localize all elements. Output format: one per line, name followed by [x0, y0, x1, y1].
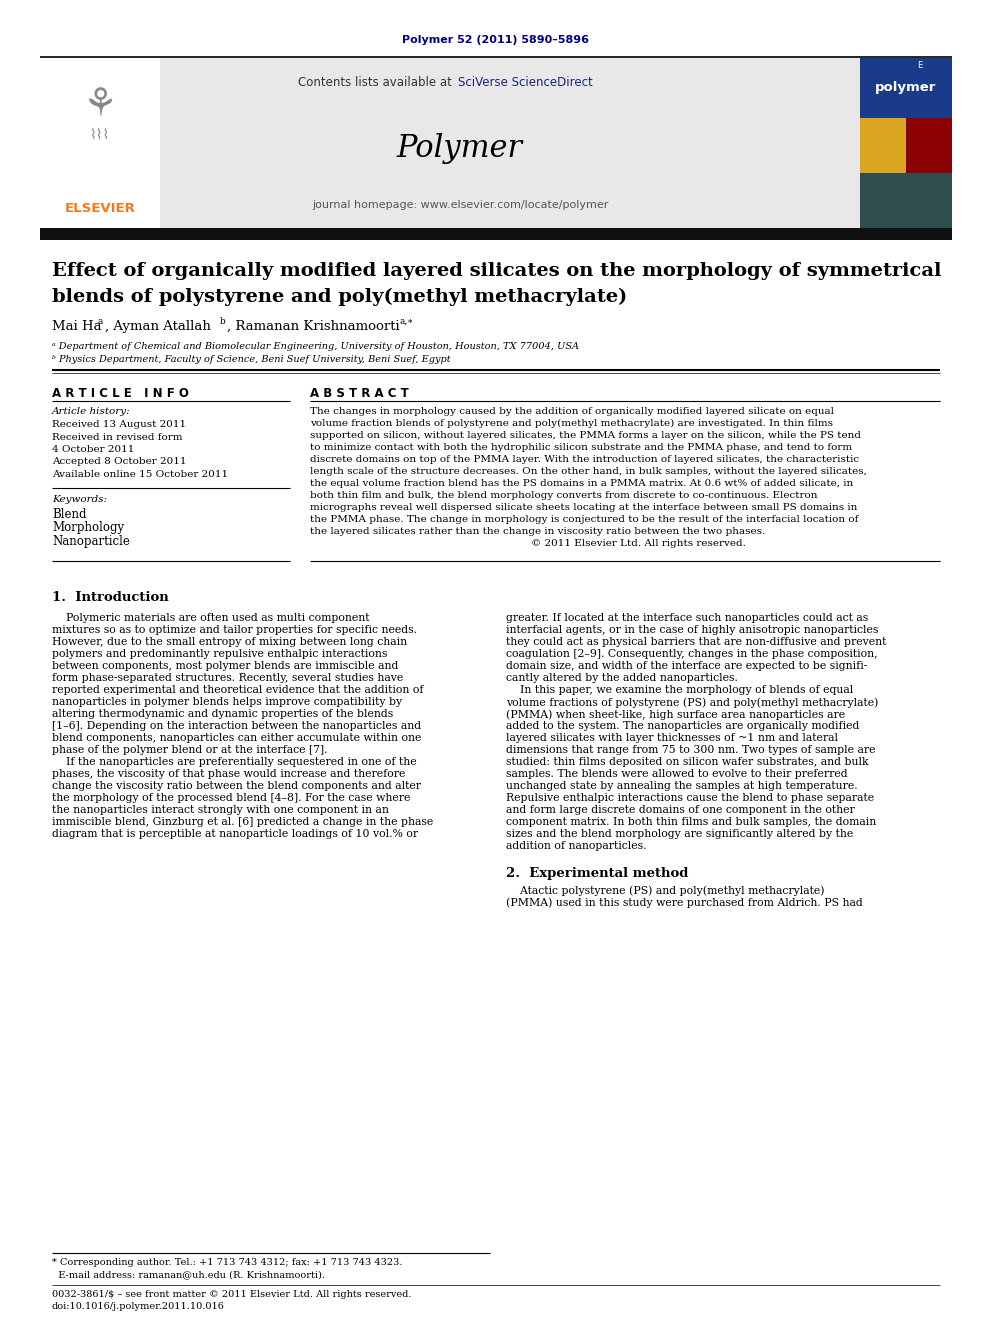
Text: (PMMA) used in this study were purchased from Aldrich. PS had: (PMMA) used in this study were purchased…: [506, 897, 863, 908]
Text: Nanoparticle: Nanoparticle: [52, 536, 130, 549]
Text: 2.  Experimental method: 2. Experimental method: [506, 867, 688, 880]
Text: Received 13 August 2011: Received 13 August 2011: [52, 419, 186, 429]
Text: Polymer 52 (2011) 5890–5896: Polymer 52 (2011) 5890–5896: [403, 34, 589, 45]
Text: interfacial agents, or in the case of highly anisotropic nanoparticles: interfacial agents, or in the case of hi…: [506, 624, 878, 635]
Text: If the nanoparticles are preferentially sequestered in one of the: If the nanoparticles are preferentially …: [52, 757, 417, 767]
Text: the PMMA phase. The change in morphology is conjectured to be the result of the : the PMMA phase. The change in morphology…: [310, 515, 858, 524]
Text: component matrix. In both thin films and bulk samples, the domain: component matrix. In both thin films and…: [506, 818, 876, 827]
Bar: [40, 58, 160, 228]
Text: Atactic polystyrene (PS) and poly(methyl methacrylate): Atactic polystyrene (PS) and poly(methyl…: [506, 885, 824, 896]
Text: coagulation [2–9]. Consequently, changes in the phase composition,: coagulation [2–9]. Consequently, changes…: [506, 650, 878, 659]
Text: , Ramanan Krishnamoorti: , Ramanan Krishnamoorti: [227, 320, 400, 333]
Text: between components, most polymer blends are immiscible and: between components, most polymer blends …: [52, 662, 399, 671]
Text: phase of the polymer blend or at the interface [7].: phase of the polymer blend or at the int…: [52, 745, 327, 755]
Text: However, due to the small entropy of mixing between long chain: However, due to the small entropy of mix…: [52, 636, 407, 647]
Text: the nanoparticles interact strongly with one component in an: the nanoparticles interact strongly with…: [52, 804, 389, 815]
Text: a: a: [98, 318, 103, 325]
Text: immiscible blend, Ginzburg et al. [6] predicted a change in the phase: immiscible blend, Ginzburg et al. [6] pr…: [52, 818, 434, 827]
Text: supported on silicon, without layered silicates, the PMMA forms a layer on the s: supported on silicon, without layered si…: [310, 431, 861, 441]
Text: E: E: [918, 61, 923, 70]
Text: Repulsive enthalpic interactions cause the blend to phase separate: Repulsive enthalpic interactions cause t…: [506, 792, 874, 803]
Text: Article history:: Article history:: [52, 407, 131, 415]
Text: phases, the viscosity of that phase would increase and therefore: phases, the viscosity of that phase woul…: [52, 769, 406, 779]
Text: Accepted 8 October 2011: Accepted 8 October 2011: [52, 458, 186, 467]
Text: they could act as physical barriers that are non-diffusive and prevent: they could act as physical barriers that…: [506, 636, 887, 647]
Text: 1.  Introduction: 1. Introduction: [52, 591, 169, 605]
Text: sizes and the blend morphology are significantly altered by the: sizes and the blend morphology are signi…: [506, 830, 853, 839]
Text: Contents lists available at: Contents lists available at: [299, 77, 456, 90]
Bar: [860, 118, 952, 228]
Text: A B S T R A C T: A B S T R A C T: [310, 388, 409, 400]
Text: * Corresponding author. Tel.: +1 713 743 4312; fax: +1 713 743 4323.: * Corresponding author. Tel.: +1 713 743…: [52, 1258, 403, 1267]
Text: volume fractions of polystyrene (PS) and poly(methyl methacrylate): volume fractions of polystyrene (PS) and…: [506, 697, 878, 708]
Text: micrographs reveal well dispersed silicate sheets locating at the interface betw: micrographs reveal well dispersed silica…: [310, 503, 857, 512]
Text: samples. The blends were allowed to evolve to their preferred: samples. The blends were allowed to evol…: [506, 769, 847, 779]
Text: reported experimental and theoretical evidence that the addition of: reported experimental and theoretical ev…: [52, 685, 424, 695]
Text: © 2011 Elsevier Ltd. All rights reserved.: © 2011 Elsevier Ltd. All rights reserved…: [310, 538, 746, 548]
Text: In this paper, we examine the morphology of blends of equal: In this paper, we examine the morphology…: [506, 685, 853, 695]
Text: volume fraction blends of polystyrene and poly(methyl methacrylate) are investig: volume fraction blends of polystyrene an…: [310, 419, 833, 429]
Text: and form large discrete domains of one component in the other: and form large discrete domains of one c…: [506, 804, 855, 815]
Text: ⚘: ⚘: [82, 86, 117, 124]
Text: both thin film and bulk, the blend morphology converts from discrete to co-conti: both thin film and bulk, the blend morph…: [310, 491, 817, 500]
Text: greater. If located at the interface such nanoparticles could act as: greater. If located at the interface suc…: [506, 613, 868, 623]
Text: dimensions that range from 75 to 300 nm. Two types of sample are: dimensions that range from 75 to 300 nm.…: [506, 745, 876, 755]
Text: mixtures so as to optimize and tailor properties for specific needs.: mixtures so as to optimize and tailor pr…: [52, 624, 417, 635]
Text: The changes in morphology caused by the addition of organically modified layered: The changes in morphology caused by the …: [310, 407, 834, 415]
Text: Effect of organically modified layered silicates on the morphology of symmetrica: Effect of organically modified layered s…: [52, 262, 941, 280]
Text: cantly altered by the added nanoparticles.: cantly altered by the added nanoparticle…: [506, 673, 738, 683]
Text: the morphology of the processed blend [4–8]. For the case where: the morphology of the processed blend [4…: [52, 792, 411, 803]
Text: (PMMA) when sheet-like, high surface area nanoparticles are: (PMMA) when sheet-like, high surface are…: [506, 709, 845, 720]
Text: Received in revised form: Received in revised form: [52, 433, 183, 442]
Text: altering thermodynamic and dynamic properties of the blends: altering thermodynamic and dynamic prope…: [52, 709, 393, 718]
Bar: [160, 58, 860, 228]
Text: Polymeric materials are often used as multi component: Polymeric materials are often used as mu…: [52, 613, 369, 623]
Text: doi:10.1016/j.polymer.2011.10.016: doi:10.1016/j.polymer.2011.10.016: [52, 1302, 225, 1311]
Text: length scale of the structure decreases. On the other hand, in bulk samples, wit: length scale of the structure decreases.…: [310, 467, 867, 476]
Text: [1–6]. Depending on the interaction between the nanoparticles and: [1–6]. Depending on the interaction betw…: [52, 721, 422, 732]
Text: polymers and predominantly repulsive enthalpic interactions: polymers and predominantly repulsive ent…: [52, 650, 387, 659]
Text: ELSEVIER: ELSEVIER: [64, 202, 136, 216]
Text: the equal volume fraction blend has the PS domains in a PMMA matrix. At 0.6 wt% : the equal volume fraction blend has the …: [310, 479, 853, 488]
Text: studied: thin films deposited on silicon wafer substrates, and bulk: studied: thin films deposited on silicon…: [506, 757, 869, 767]
Text: blends of polystyrene and poly(methyl methacrylate): blends of polystyrene and poly(methyl me…: [52, 288, 627, 306]
Text: journal homepage: www.elsevier.com/locate/polymer: journal homepage: www.elsevier.com/locat…: [311, 200, 608, 210]
Text: addition of nanoparticles.: addition of nanoparticles.: [506, 841, 647, 851]
Text: E-mail address: ramanan@uh.edu (R. Krishnamoorti).: E-mail address: ramanan@uh.edu (R. Krish…: [52, 1270, 325, 1279]
Text: 0032-3861/$ – see front matter © 2011 Elsevier Ltd. All rights reserved.: 0032-3861/$ – see front matter © 2011 El…: [52, 1290, 412, 1299]
Text: nanoparticles in polymer blends helps improve compatibility by: nanoparticles in polymer blends helps im…: [52, 697, 402, 706]
Text: Keywords:: Keywords:: [52, 495, 107, 504]
Bar: [860, 58, 952, 228]
Bar: [40, 228, 952, 239]
Text: Morphology: Morphology: [52, 521, 124, 534]
Text: b: b: [220, 318, 226, 325]
Text: to minimize contact with both the hydrophilic silicon substrate and the PMMA pha: to minimize contact with both the hydrop…: [310, 443, 852, 452]
Text: ᵇ Physics Department, Faculty of Science, Beni Suef University, Beni Suef, Egypt: ᵇ Physics Department, Faculty of Science…: [52, 355, 450, 364]
Text: unchanged state by annealing the samples at high temperature.: unchanged state by annealing the samples…: [506, 781, 858, 791]
Text: Available online 15 October 2011: Available online 15 October 2011: [52, 470, 228, 479]
Text: discrete domains on top of the PMMA layer. With the introduction of layered sili: discrete domains on top of the PMMA laye…: [310, 455, 859, 464]
Text: SciVerse ScienceDirect: SciVerse ScienceDirect: [458, 77, 593, 90]
Bar: [860, 118, 906, 173]
Text: blend components, nanoparticles can either accumulate within one: blend components, nanoparticles can eith…: [52, 733, 422, 744]
Text: a,∗: a,∗: [400, 318, 415, 325]
Text: added to the system. The nanoparticles are organically modified: added to the system. The nanoparticles a…: [506, 721, 859, 732]
Bar: [860, 173, 952, 228]
Text: layered silicates with layer thicknesses of ~1 nm and lateral: layered silicates with layer thicknesses…: [506, 733, 838, 744]
Text: ⌇⌇⌇: ⌇⌇⌇: [90, 128, 110, 142]
Text: , Ayman Atallah: , Ayman Atallah: [105, 320, 211, 333]
Bar: [906, 118, 952, 173]
Text: diagram that is perceptible at nanoparticle loadings of 10 vol.% or: diagram that is perceptible at nanoparti…: [52, 830, 418, 839]
Text: 4 October 2011: 4 October 2011: [52, 445, 134, 454]
Text: form phase-separated structures. Recently, several studies have: form phase-separated structures. Recentl…: [52, 673, 404, 683]
Text: change the viscosity ratio between the blend components and alter: change the viscosity ratio between the b…: [52, 781, 421, 791]
Text: Polymer: Polymer: [397, 132, 523, 164]
Text: A R T I C L E   I N F O: A R T I C L E I N F O: [52, 388, 188, 400]
Text: the layered silicates rather than the change in viscosity ratio between the two : the layered silicates rather than the ch…: [310, 527, 765, 536]
Text: Mai Ha: Mai Ha: [52, 320, 101, 333]
Text: domain size, and width of the interface are expected to be signifi-: domain size, and width of the interface …: [506, 662, 867, 671]
Text: Blend: Blend: [52, 508, 86, 520]
Text: ᵃ Department of Chemical and Biomolecular Engineering, University of Houston, Ho: ᵃ Department of Chemical and Biomolecula…: [52, 343, 579, 351]
Text: polymer: polymer: [875, 82, 936, 94]
